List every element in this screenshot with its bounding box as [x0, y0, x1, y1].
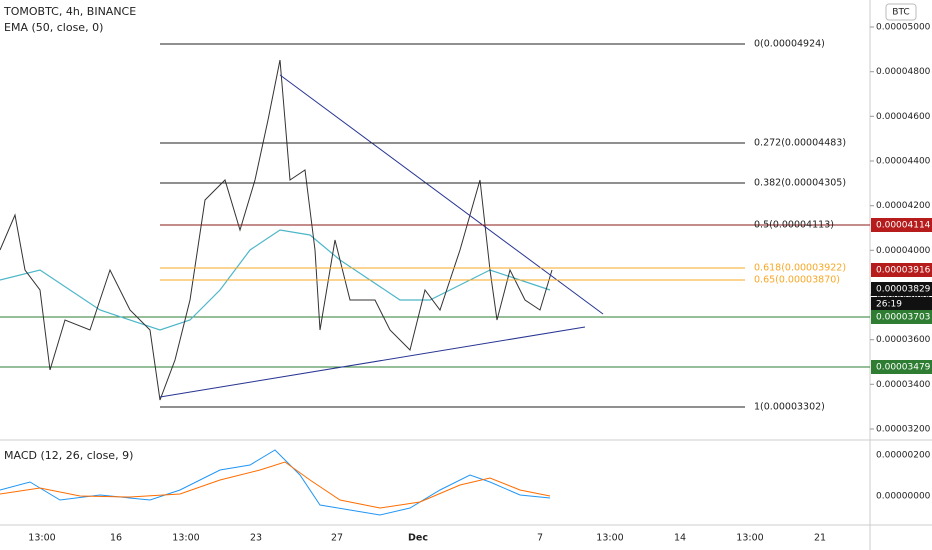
time-tick-label: 13:00: [28, 533, 55, 544]
time-tick-label: 7: [537, 533, 543, 544]
time-tick-label: 23: [250, 533, 262, 544]
currency: BTC: [892, 8, 909, 18]
price-tick-label: 0.00003400: [876, 380, 931, 390]
price-tick-label: 0.00004400: [876, 157, 931, 167]
price-tag: [871, 282, 932, 296]
symbol: TOMOBTC, 4h, BINANCE: [3, 5, 136, 18]
price-tag-label: 0.00004114: [876, 221, 931, 231]
price-tag: [871, 263, 932, 277]
price-tag: [871, 310, 932, 324]
macd-tick-label: 0.00000000: [876, 492, 931, 502]
time-tick-label: 13:00: [596, 533, 623, 544]
price-tick-label: 0.00004200: [876, 201, 931, 211]
price-tag: [871, 218, 932, 232]
fib-label: 0.272(0.00004483): [754, 138, 846, 149]
time-tick-label: 13:00: [172, 533, 199, 544]
price-tick-label: 0.00004800: [876, 67, 931, 77]
fib-label: 0.382(0.00004305): [754, 178, 846, 189]
time-tick-label: 13:00: [736, 533, 763, 544]
fib-label: 1(0.00003302): [754, 402, 825, 413]
price-line: [0, 59, 553, 401]
price-tag-label: 0.00003703: [876, 313, 930, 323]
plot: [0, 59, 870, 516]
price-tick-label: 0.00003600: [876, 335, 931, 345]
price-tag-label: 26:19: [876, 300, 902, 310]
fib-label: 0(0.00004924): [754, 39, 825, 50]
price-tag-label: 0.00003829: [876, 285, 931, 295]
price-tag-label: 0.00003479: [876, 363, 931, 373]
trend-line: [279, 74, 604, 315]
fib-label: 0.618(0.00003922): [754, 263, 846, 274]
price-tick-label: 0.00004000: [876, 246, 931, 256]
currency-box: [885, 3, 917, 21]
indicator: EMA (50, close, 0): [4, 21, 103, 34]
time-tick-label: 14: [674, 533, 686, 544]
time-tick-label: 27: [331, 533, 343, 544]
price-tick-label: 0.00005000: [876, 23, 931, 33]
macd-label: MACD (12, 26, close, 9): [4, 449, 133, 462]
price-tag: [871, 360, 932, 374]
trend-line: [159, 326, 586, 398]
price-tick-label: 0.00004600: [876, 112, 931, 122]
time-tick-label: Dec: [408, 533, 428, 544]
price-tag-label: 0.00003916: [876, 266, 931, 276]
fib-label: 0.5(0.00004113): [754, 220, 834, 231]
time-tick-label: 16: [110, 533, 122, 544]
time-tick-label: 21: [814, 533, 826, 544]
price-tag: [871, 297, 932, 311]
macd-tick-label: 0.00000200: [876, 451, 931, 461]
price-tick-label: 0.00003200: [876, 425, 931, 435]
fib-label: 0.65(0.00003870): [754, 275, 840, 286]
macd-line: [0, 449, 551, 516]
signal-line: [0, 461, 551, 509]
